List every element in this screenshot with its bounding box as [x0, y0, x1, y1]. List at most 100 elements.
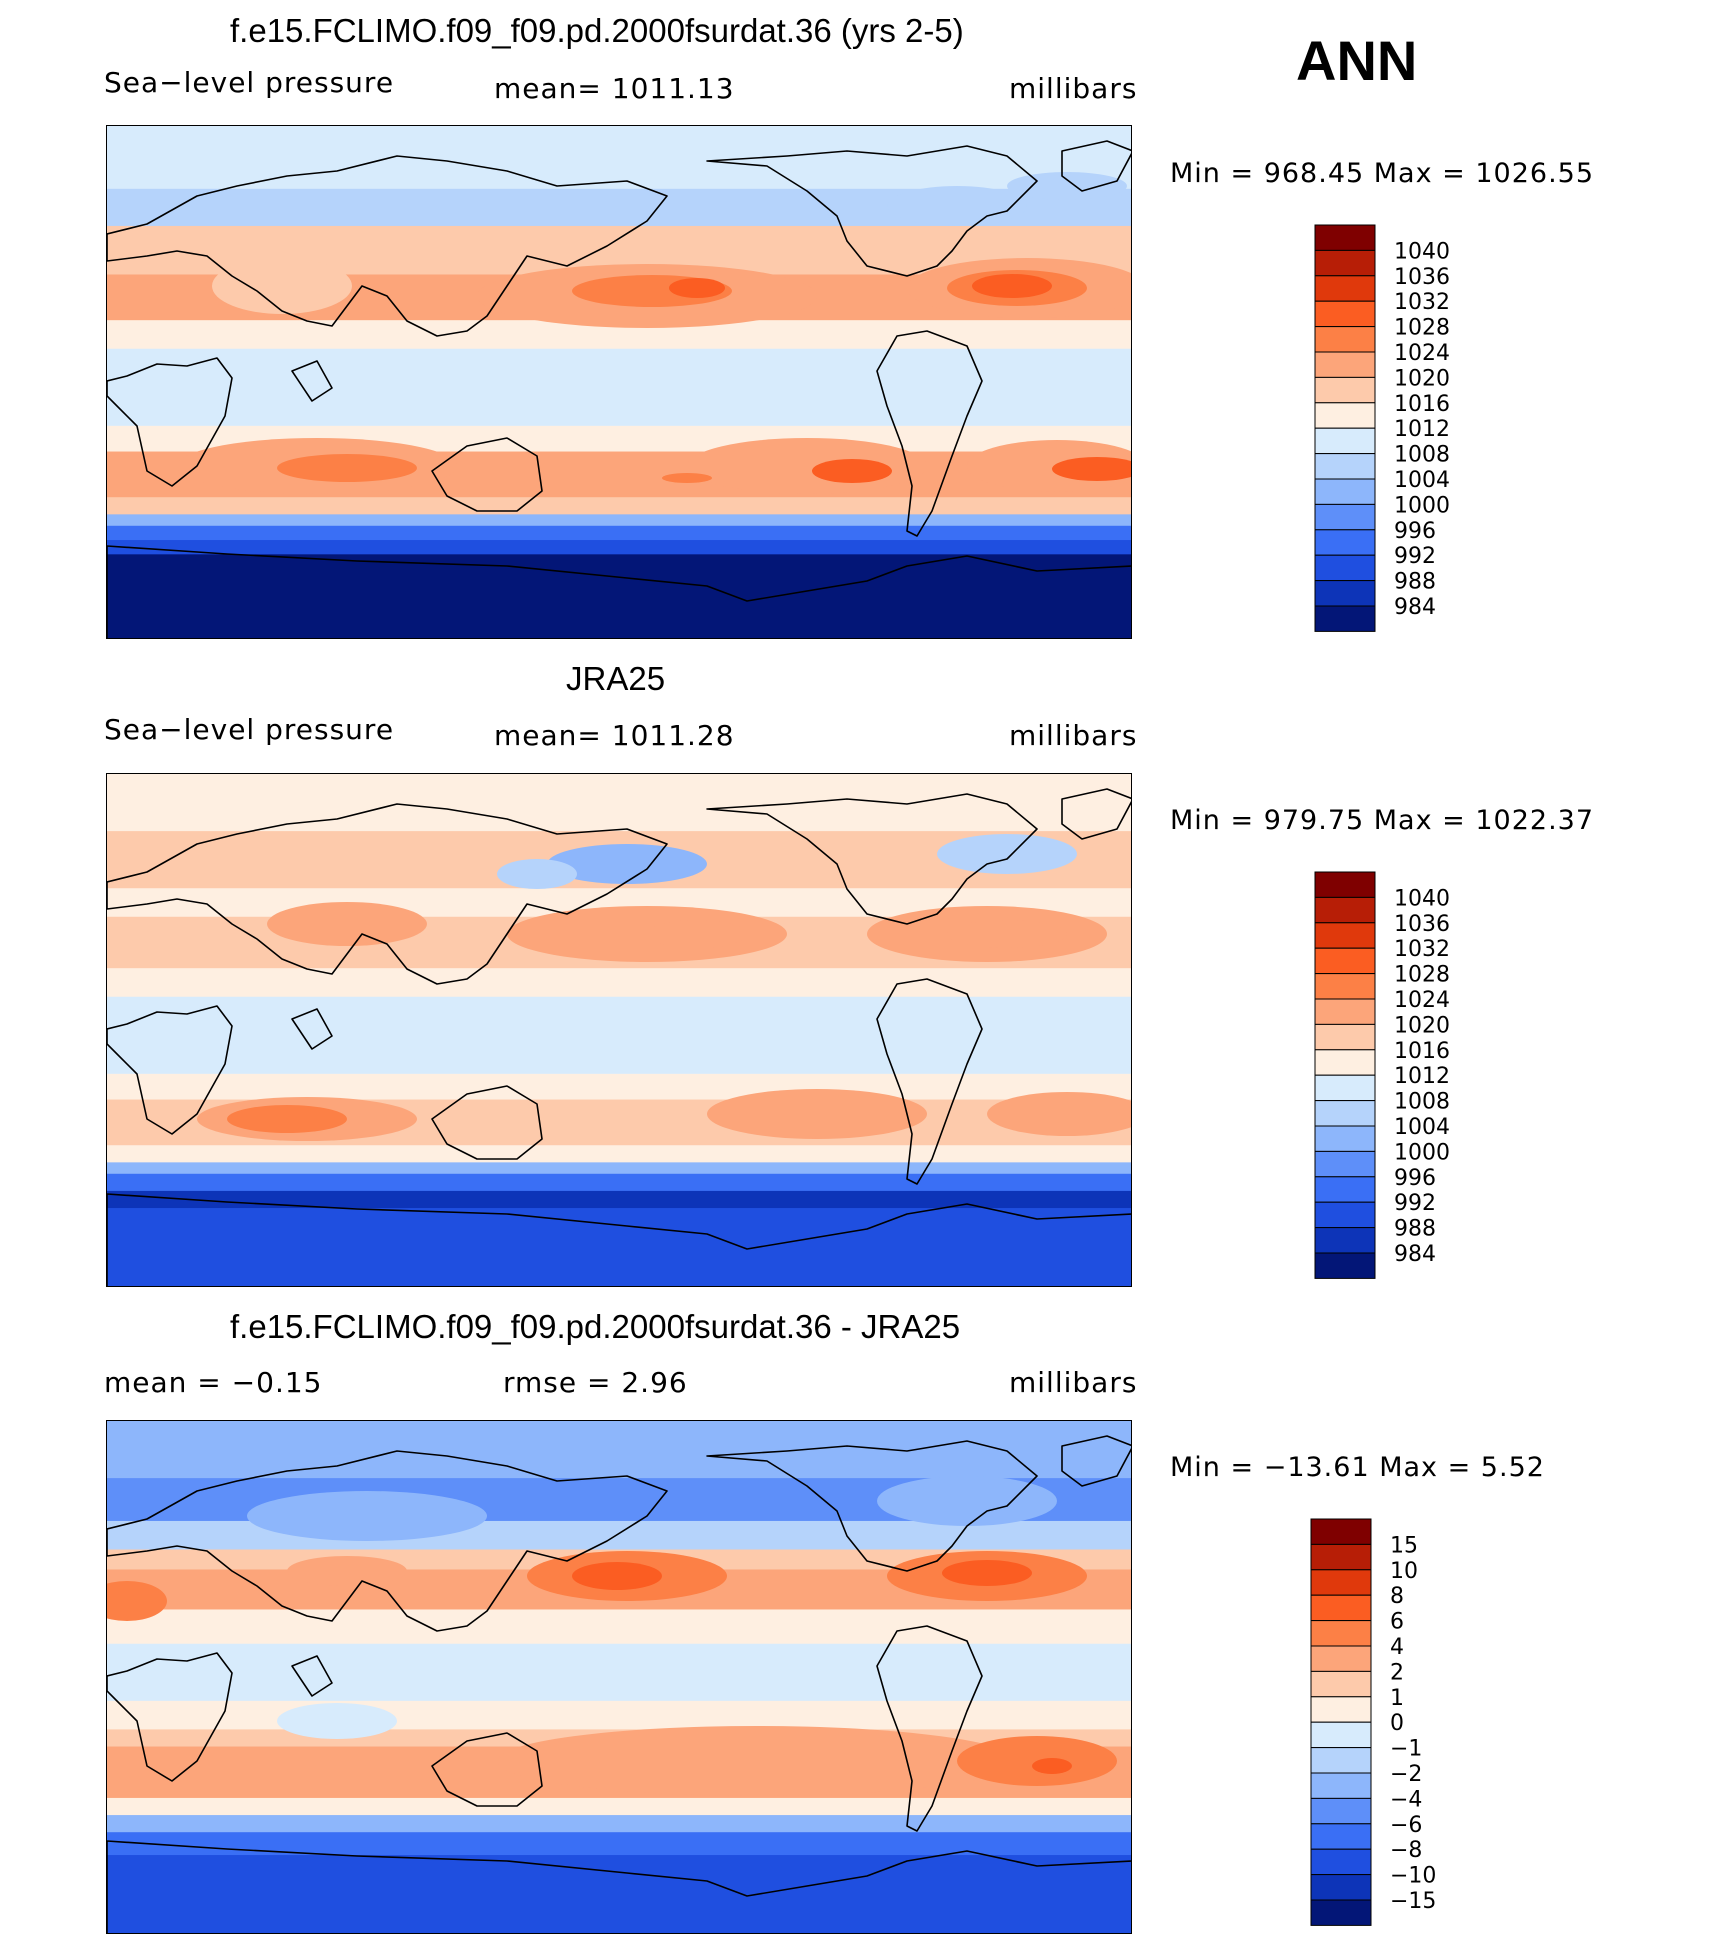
mean-label: mean = −0.15	[104, 1366, 323, 1399]
colorbar-swatch	[1310, 1823, 1372, 1850]
variable-label: Sea−level pressure	[104, 66, 395, 99]
colorbar-tick-label: −4	[1390, 1787, 1422, 1812]
colorbar-swatch	[1314, 871, 1376, 898]
colorbar-swatch	[1314, 922, 1376, 949]
min-max-label: Min = 979.75 Max = 1022.37	[1170, 805, 1595, 836]
colorbar-tick-label: 996	[1394, 1166, 1436, 1191]
pressure-contour	[267, 902, 427, 946]
pressure-band	[107, 774, 1131, 833]
pressure-contour	[107, 1581, 167, 1621]
colorbar-tick-label: 1024	[1394, 341, 1450, 366]
colorbar-swatch	[1314, 249, 1376, 277]
coastline	[107, 545, 1131, 638]
coastline	[706, 145, 1038, 277]
colorbar-tick-label: 992	[1394, 544, 1436, 569]
colorbar-swatch	[1310, 1518, 1372, 1545]
colorbar-swatch	[1310, 1747, 1372, 1774]
colorbar-swatch	[1310, 1848, 1372, 1876]
coastline	[107, 803, 668, 985]
pressure-contour	[662, 473, 712, 483]
map-svg	[107, 1421, 1131, 1933]
colorbar: 15 10 8 6 4 2 1 0 −1 −2 −4 −6 −8 −10 −15	[1310, 1518, 1470, 1928]
colorbar-tick-label: 988	[1394, 570, 1436, 595]
colorbar-swatch	[1314, 453, 1376, 480]
coastline	[291, 1008, 333, 1050]
coastline	[431, 437, 543, 512]
colorbar-swatch	[1310, 1670, 1372, 1698]
units-label: millibars	[1009, 719, 1138, 752]
coastline	[1061, 140, 1131, 192]
pressure-contour	[972, 274, 1052, 298]
colorbar-swatch	[1310, 1645, 1372, 1672]
map-plot	[106, 125, 1132, 639]
pressure-band	[107, 1797, 1131, 1817]
pressure-contour	[247, 1491, 487, 1541]
pressure-band	[107, 126, 1131, 190]
colorbar-swatch	[1310, 1569, 1372, 1596]
colorbar-swatch	[1310, 1594, 1372, 1622]
colorbar-swatch	[1314, 947, 1376, 975]
coastline	[706, 1440, 1038, 1572]
coastline	[107, 1840, 1131, 1933]
colorbar-tick-label: 1016	[1394, 392, 1450, 417]
colorbar-swatch	[1310, 1874, 1372, 1901]
colorbar-svg: 1040103610321028102410201016101210081004…	[1314, 871, 1450, 1279]
panel-title: f.e15.FCLIMO.f09_f09.pd.2000fsurdat.36 -…	[230, 1308, 961, 1345]
colorbar-tick-label: 1012	[1394, 417, 1450, 442]
pressure-contour	[277, 1703, 397, 1739]
pressure-band	[107, 1643, 1131, 1702]
colorbar-tick-label: 10	[1390, 1559, 1418, 1584]
pressure-band	[107, 497, 1131, 516]
colorbar-swatch	[1314, 478, 1376, 505]
pressure-band	[107, 1073, 1131, 1101]
colorbar-tick-label: 988	[1394, 1217, 1436, 1242]
colorbar-swatch	[1310, 1620, 1372, 1647]
coastline	[876, 978, 983, 1185]
map-svg	[107, 774, 1131, 1286]
pressure-contour	[812, 459, 892, 483]
colorbar-tick-label: 996	[1394, 519, 1436, 544]
colorbar-tick-label: 1016	[1394, 1039, 1450, 1064]
coastline	[1061, 1435, 1131, 1487]
colorbar-swatch	[1314, 376, 1376, 404]
pressure-contour	[877, 1476, 1057, 1526]
colorbar: 1040 1036 1032 1028 1024 1020 1016 1012 1008 1004…	[1314, 224, 1474, 634]
colorbar-swatch	[1314, 503, 1376, 531]
coastline	[431, 1732, 543, 1807]
colorbar-tick-label: −10	[1390, 1864, 1436, 1889]
pressure-band	[107, 1609, 1131, 1645]
min-max-label: Min = −13.61 Max = 5.52	[1170, 1452, 1545, 1483]
pressure-band	[107, 968, 1131, 998]
units-label: millibars	[1009, 72, 1138, 105]
mean-label: mean= 1011.13	[494, 72, 735, 105]
colorbar-tick-label: 992	[1394, 1191, 1436, 1216]
pressure-contour	[947, 920, 1067, 948]
map-plot	[106, 1420, 1132, 1934]
pressure-contour	[277, 454, 417, 482]
pressure-contour	[937, 834, 1077, 874]
colorbar-tick-label: 6	[1390, 1610, 1404, 1635]
coastline	[291, 360, 333, 402]
colorbar: 1040 1036 1032 1028 1024 1020 1016 1012 1008 1004…	[1314, 871, 1474, 1281]
coastline	[107, 357, 233, 487]
pressure-band	[107, 554, 1131, 638]
colorbar-tick-label: 1036	[1394, 265, 1450, 290]
colorbar-tick-label: 1028	[1394, 316, 1450, 341]
pressure-band	[107, 1815, 1131, 1834]
pressure-band	[107, 1173, 1131, 1192]
colorbar-tick-label: 4	[1390, 1635, 1404, 1660]
colorbar-tick-label: 8	[1390, 1584, 1404, 1609]
pressure-contour	[1052, 457, 1131, 481]
colorbar-swatch	[1314, 1252, 1376, 1279]
colorbar-swatch	[1314, 580, 1376, 607]
colorbar-swatch	[1314, 1125, 1376, 1152]
coastline	[706, 793, 1038, 925]
pressure-band	[107, 1700, 1131, 1731]
colorbar-tick-label: 0	[1390, 1711, 1404, 1736]
colorbar-swatch	[1314, 605, 1376, 632]
colorbar-tick-label: 984	[1394, 1242, 1436, 1267]
pressure-contour	[942, 1560, 1032, 1586]
colorbar-tick-label: 1008	[1394, 443, 1450, 468]
pressure-contour	[1032, 1758, 1072, 1774]
